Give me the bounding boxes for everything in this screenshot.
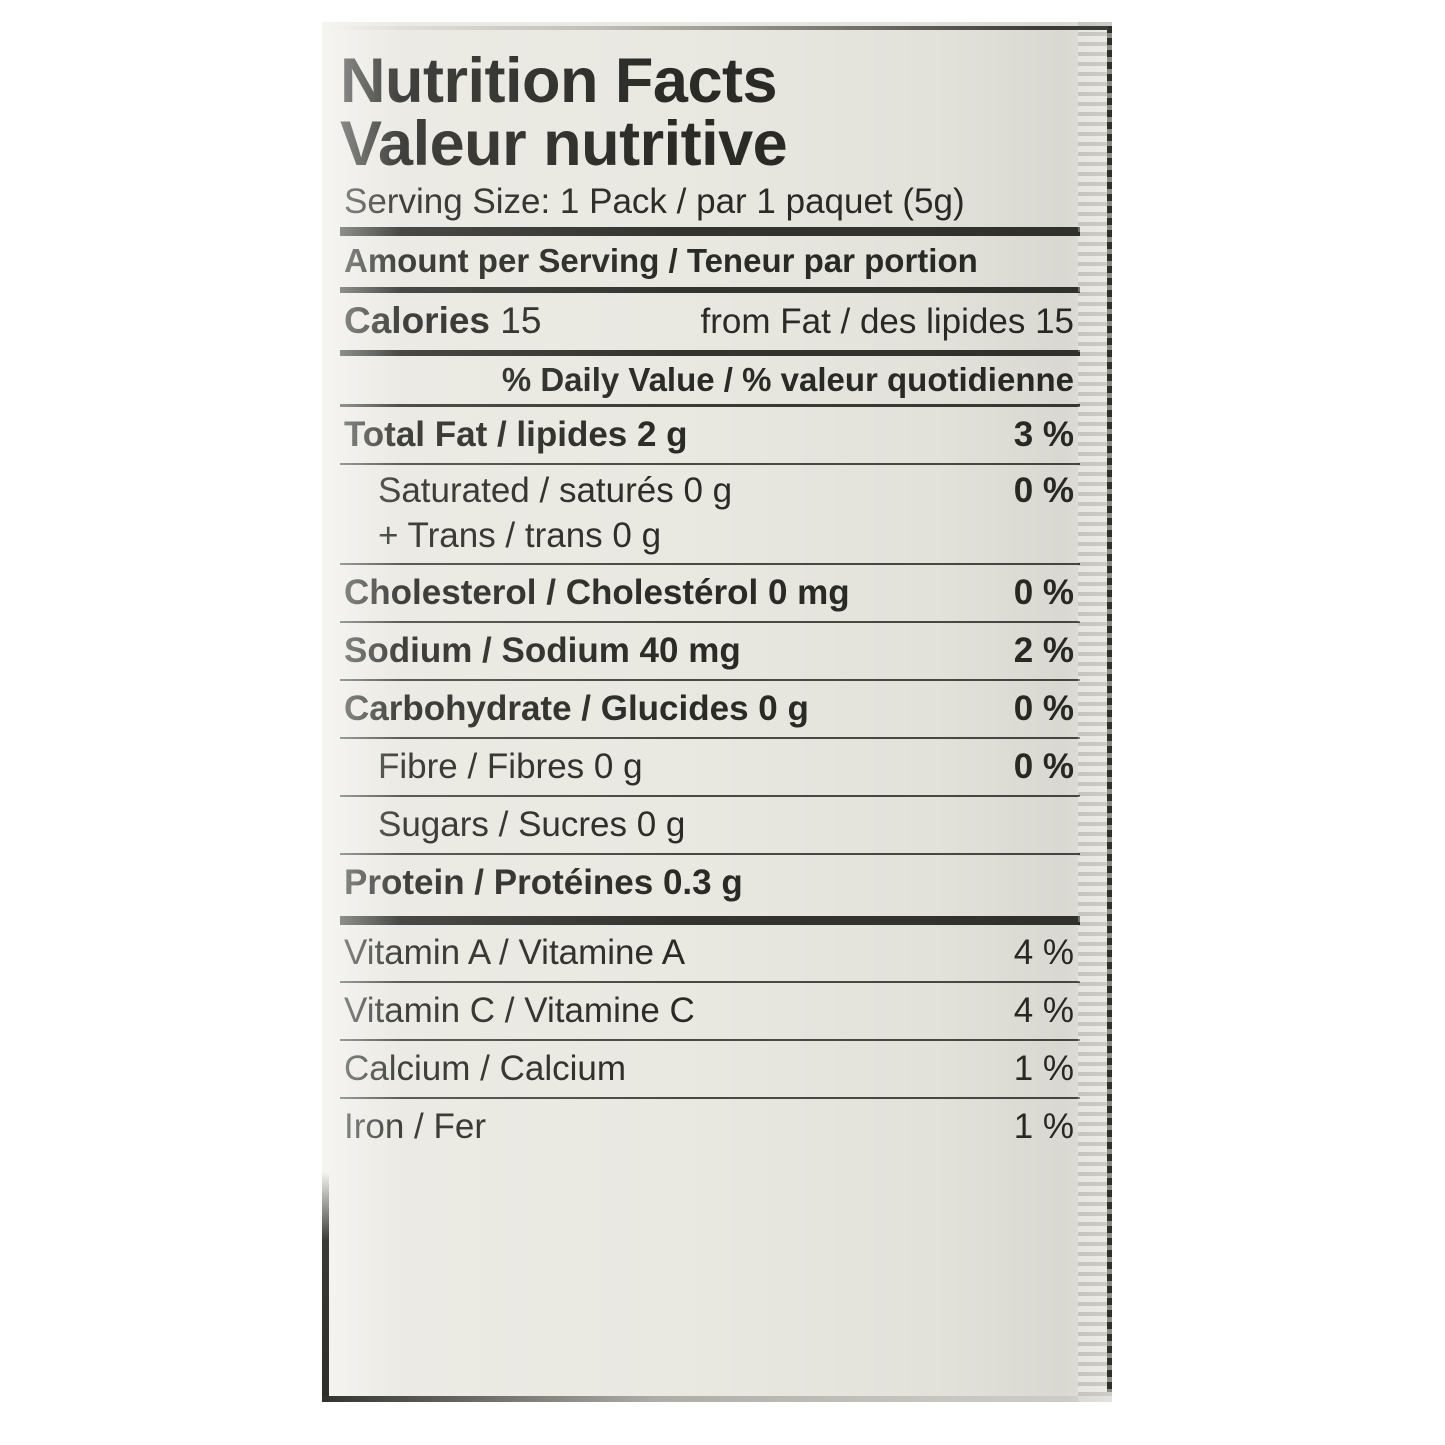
nutrient-row-sodium: Sodium / Sodium 40 mg 2 % — [340, 623, 1080, 679]
nutrition-label-panel: Nutrition Facts Valeur nutritive Serving… — [322, 22, 1112, 1402]
micronutrient-row-calcium: Calcium / Calcium 1 % — [340, 1041, 1080, 1097]
package-top-edge — [330, 26, 1108, 30]
nutrient-percent: 2 % — [1013, 630, 1074, 670]
nutrient-label: Protein / Protéines 0.3 g — [344, 862, 743, 902]
package-seam-edge — [1107, 26, 1112, 1393]
micronutrient-percent: 4 % — [1013, 990, 1074, 1030]
nutrition-facts-title-fr: Valeur nutritive — [340, 108, 788, 179]
nutrient-percent: 0 % — [1013, 746, 1074, 786]
nutrition-facts-table: Nutrition Facts Valeur nutritive Serving… — [340, 46, 1080, 1155]
nutrient-label: Sugars / Sucres 0 g — [378, 804, 686, 844]
nutrient-row-total-fat: Total Fat / lipides 2 g 3 % — [340, 407, 1080, 463]
nutrient-row-sugars: Sugars / Sucres 0 g — [340, 797, 1080, 853]
micronutrient-row-vitamin-a: Vitamin A / Vitamine A 4 % — [340, 925, 1080, 981]
saturated-trans-labels: Saturated / saturés 0 g + Trans / trans … — [344, 469, 732, 559]
calories-label-and-value: Calories 15 — [344, 300, 541, 342]
rule-under-serving-size — [340, 227, 1080, 237]
nutrient-label: Cholesterol / Cholestérol 0 mg — [344, 572, 850, 612]
micronutrient-label: Iron / Fer — [344, 1106, 486, 1146]
calories-label: Calories — [344, 300, 491, 342]
package-bottom-edge — [322, 1396, 1112, 1402]
calories-value: 15 — [500, 300, 542, 342]
micronutrient-percent: 1 % — [1013, 1048, 1074, 1088]
amount-per-serving-text: Amount per Serving / Teneur par portion — [344, 242, 978, 280]
package-left-edge — [322, 1172, 329, 1402]
nutrient-row-fibre: Fibre / Fibres 0 g 0 % — [340, 739, 1080, 795]
micronutrient-label: Vitamin A / Vitamine A — [344, 932, 686, 972]
micronutrient-row-vitamin-c: Vitamin C / Vitamine C 4 % — [340, 983, 1080, 1039]
micronutrient-percent: 1 % — [1013, 1106, 1074, 1146]
package-seam-texture — [1078, 22, 1112, 1402]
nutrient-row-carbohydrate: Carbohydrate / Glucides 0 g 0 % — [340, 681, 1080, 737]
daily-value-header: % Daily Value / % valeur quotidienne — [501, 361, 1074, 399]
nutrient-label: + Trans / trans 0 g — [378, 516, 662, 556]
rule-above-micronutrients — [340, 915, 1080, 925]
nutrient-label: Carbohydrate / Glucides 0 g — [344, 688, 809, 728]
micronutrient-label: Vitamin C / Vitamine C — [344, 990, 695, 1030]
nutrient-label: Sodium / Sodium 40 mg — [344, 630, 741, 670]
nutrient-label: Total Fat / lipides 2 g — [344, 415, 688, 455]
micronutrient-row-iron: Iron / Fer 1 % — [340, 1099, 1080, 1155]
nutrient-percent: 0 % — [1013, 688, 1074, 728]
nutrient-row-protein: Protein / Protéines 0.3 g — [340, 855, 1080, 911]
micronutrient-percent: 4 % — [1013, 932, 1074, 972]
nutrient-label: Saturated / saturés 0 g — [378, 471, 733, 511]
nutrient-percent: 0 % — [1013, 471, 1074, 511]
nutrition-facts-title-en: Nutrition Facts — [340, 46, 778, 116]
calories-row: Calories 15 from Fat / des lipides 15 — [340, 293, 1080, 350]
nutrient-row-saturated-trans: Saturated / saturés 0 g + Trans / trans … — [340, 465, 1080, 563]
nutrient-label: Fibre / Fibres 0 g — [378, 746, 643, 786]
serving-size-text: Serving Size: 1 Pack / par 1 paquet (5g) — [344, 182, 965, 222]
calories-from-fat: from Fat / des lipides 15 — [700, 302, 1075, 342]
nutrient-percent: 0 % — [1013, 572, 1074, 612]
micronutrient-label: Calcium / Calcium — [344, 1048, 626, 1088]
nutrient-row-cholesterol: Cholesterol / Cholestérol 0 mg 0 % — [340, 565, 1080, 621]
nutrient-percent: 3 % — [1013, 415, 1074, 455]
